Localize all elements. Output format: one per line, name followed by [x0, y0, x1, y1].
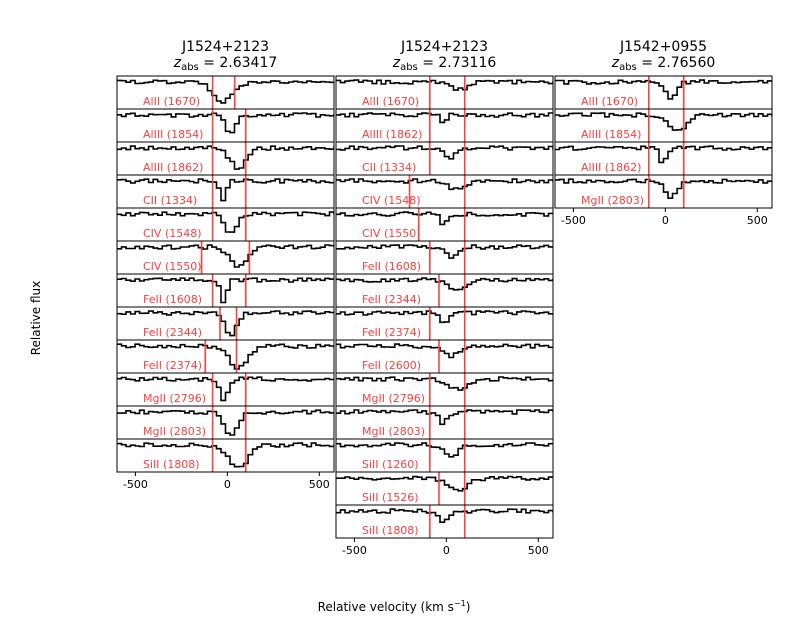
spectrum-line: [336, 376, 553, 391]
ion-label: CIV (1550): [143, 260, 202, 273]
ion-label: SiII (1260): [362, 458, 419, 471]
x-tick-label: 0: [224, 478, 231, 491]
ion-label: FeII (2344): [143, 326, 202, 339]
spectrum-line: [117, 112, 334, 134]
column-title: J1524+2123: [181, 39, 269, 55]
spectrum-line: [336, 112, 553, 124]
spectrum-line: [336, 244, 553, 259]
x-tick-label: 0: [443, 544, 450, 557]
ion-label: MgII (2796): [362, 392, 425, 405]
spectrum-line: [117, 376, 334, 402]
x-tick-label: -500: [123, 478, 148, 491]
ion-label: SiII (1526): [362, 491, 419, 504]
spectrum-line: [336, 343, 553, 359]
ion-label: AlII (1670): [362, 95, 419, 108]
panel-frame: [116, 438, 335, 473]
ion-label: CIV (1550): [362, 227, 421, 240]
spectrum-line: [117, 79, 334, 104]
panel-frame: [554, 174, 773, 209]
ion-label: FeII (1608): [362, 260, 421, 273]
ion-label: AlIII (1862): [581, 161, 641, 174]
ion-label: FeII (1608): [143, 293, 202, 306]
spectrum-line: [117, 343, 334, 370]
x-tick-label: 500: [528, 544, 549, 557]
ion-label: MgII (2803): [581, 194, 644, 207]
ion-label: FeII (2600): [362, 359, 421, 372]
column-redshift: zabs = 2.63417: [173, 55, 278, 73]
spectrum-line: [336, 310, 553, 324]
ion-label: SiII (1808): [362, 524, 419, 537]
spectrum-line: [117, 244, 334, 268]
spectrum-line: [336, 508, 553, 523]
ion-label: AlII (1670): [581, 95, 638, 108]
spectrum-line: [336, 277, 553, 291]
spectrum-line: [336, 409, 553, 426]
ion-label: FeII (2344): [362, 293, 421, 306]
spectrum-line: [117, 277, 334, 304]
ion-label: MgII (2803): [362, 425, 425, 438]
x-axis-label: Relative velocity (km s−1): [318, 599, 471, 614]
spectrum-line: [555, 178, 772, 199]
ion-label: AlIII (1854): [143, 128, 203, 141]
ion-label: AlIII (1854): [581, 128, 641, 141]
spectrum-line: [336, 211, 553, 226]
spectrum-line: [555, 145, 772, 164]
x-tick-label: 500: [309, 478, 330, 491]
ion-label: CII (1334): [143, 194, 197, 207]
ion-label: FeII (2374): [143, 359, 202, 372]
spectrum-line: [336, 145, 553, 160]
ion-label: AlIII (1862): [143, 161, 203, 174]
ion-label: MgII (2803): [143, 425, 206, 438]
column-redshift: zabs = 2.76560: [611, 55, 716, 73]
ion-label: AlII (1670): [143, 95, 200, 108]
spectrum-line: [117, 442, 334, 468]
ion-label: MgII (2796): [143, 392, 206, 405]
spectrum-line: [336, 79, 553, 91]
ion-label: SiII (1808): [143, 458, 200, 471]
ion-label: CIV (1548): [362, 194, 421, 207]
spectrum-line: [117, 409, 334, 436]
ion-label: CII (1334): [362, 161, 416, 174]
column-title: J1524+2123: [400, 39, 488, 55]
x-tick-label: 0: [662, 214, 669, 227]
y-axis-label: Relative flux: [29, 281, 43, 355]
column-redshift: zabs = 2.73116: [392, 55, 497, 73]
spectrum-line: [336, 442, 553, 458]
spectrum-line: [117, 178, 334, 202]
x-tick-label: -500: [561, 214, 586, 227]
spectrum-line: [117, 310, 334, 337]
ion-label: FeII (2374): [362, 326, 421, 339]
x-tick-label: -500: [342, 544, 367, 557]
ion-label: AlIII (1862): [362, 128, 422, 141]
spectrum-line: [555, 112, 772, 131]
x-tick-label: 500: [747, 214, 768, 227]
spectrum-line: [336, 475, 553, 492]
spectrum-line: [117, 145, 334, 170]
spectrum-line: [555, 79, 772, 100]
column-title: J1542+0955: [619, 39, 707, 55]
spectrum-line: [336, 178, 553, 191]
ion-label: CIV (1548): [143, 227, 202, 240]
spectrum-line: [117, 211, 334, 233]
panel-frame: [335, 504, 554, 539]
